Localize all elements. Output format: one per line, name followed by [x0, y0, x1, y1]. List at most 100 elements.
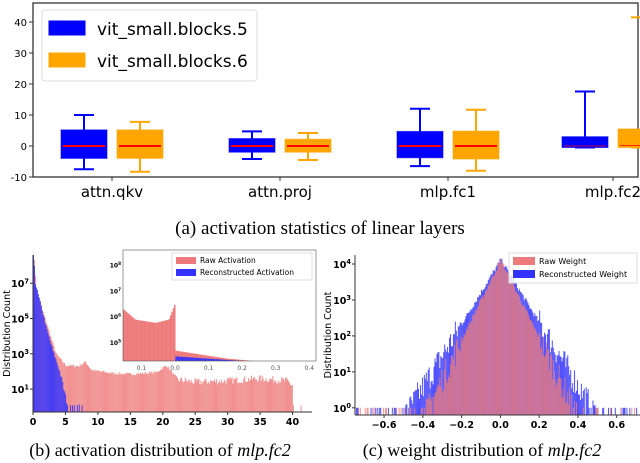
bar-raw: [229, 377, 231, 412]
bar-raw: [427, 399, 429, 415]
inset-bar-reconstructed: [200, 358, 203, 361]
bar-raw: [108, 373, 110, 412]
bar-raw: [117, 374, 119, 412]
inset-bar-raw: [125, 311, 128, 361]
bar-raw: [531, 321, 533, 415]
inset-bar-raw: [163, 320, 165, 361]
inset-bar-raw: [124, 310, 126, 361]
inset-bar-reconstructed: [182, 356, 184, 361]
inset-bar-raw: [186, 352, 188, 361]
bar-raw: [543, 336, 545, 415]
inset-bar-raw: [123, 309, 125, 361]
inset-bar-raw: [183, 351, 185, 361]
bar-raw: [159, 370, 161, 412]
inset-bar-reconstructed: [199, 358, 202, 361]
inset-bar-reconstructed: [221, 359, 223, 361]
bar-raw: [164, 365, 166, 412]
bar-raw: [291, 385, 293, 412]
bar-raw: [533, 327, 535, 415]
bar-reconstructed: [39, 301, 41, 412]
bar-raw: [262, 378, 264, 412]
bar-reconstructed: [59, 371, 61, 412]
box-iqr: [396, 130, 444, 159]
inset-bar-reconstructed: [176, 356, 179, 361]
bar-raw: [576, 402, 578, 415]
inset-frame: [122, 249, 317, 362]
bar-raw: [292, 405, 294, 412]
bar-reconstructed: [440, 356, 442, 415]
y-tick-label: 0: [21, 142, 27, 153]
box-vit_small.blocks.6-attn.proj: [284, 131, 332, 161]
bar-raw: [226, 378, 228, 412]
bar-raw: [507, 272, 509, 415]
bar-raw: [184, 377, 186, 412]
inset-bar-raw: [182, 351, 184, 361]
bar-raw: [244, 376, 246, 412]
bar-reconstructed: [55, 358, 57, 412]
bar-raw: [490, 279, 492, 415]
bar-raw: [66, 366, 68, 412]
bar-reconstructed: [71, 405, 73, 412]
bar-raw: [122, 373, 124, 412]
bar-reconstructed: [590, 407, 592, 415]
panel-a-boxplot: -10 0 10 20 30 40 attn.qkv attn.proj mlp.fc1 mlp.…: [11, 2, 640, 201]
bar-raw: [540, 349, 542, 415]
bar-raw: [458, 349, 460, 415]
bar-reconstructed: [447, 346, 449, 415]
inset-bar-raw: [206, 355, 208, 361]
bar-raw: [609, 407, 611, 415]
inset-bar-raw: [133, 318, 136, 361]
inset-bar-raw: [210, 356, 212, 361]
bar-raw: [596, 407, 598, 415]
bar-raw: [265, 378, 267, 412]
inset-bar-raw: [129, 315, 132, 361]
bar-raw: [504, 269, 506, 415]
bar-raw: [423, 407, 425, 415]
bar-raw: [545, 354, 546, 415]
bar-reconstructed: [570, 370, 572, 415]
inset-bar-raw: [143, 320, 145, 361]
bar-raw: [109, 373, 111, 412]
bar-raw: [183, 381, 185, 412]
inset-bar-raw: [195, 353, 198, 361]
legend: vit_small.blocks.5 vit_small.blocks.6: [41, 9, 258, 82]
y-axis-label: Distribution Count: [323, 291, 334, 378]
inset-bar-raw: [178, 351, 180, 361]
bar-raw: [450, 364, 451, 415]
bar-raw: [127, 372, 129, 412]
bar-reconstructed: [432, 384, 434, 415]
bar-raw: [474, 314, 476, 415]
inset-bar-raw: [175, 350, 177, 361]
inset-bar-raw: [235, 359, 238, 361]
bar-raw: [444, 369, 446, 415]
bar-raw: [157, 371, 159, 412]
bar-raw: [483, 294, 485, 415]
bar-reconstructed: [410, 396, 412, 415]
bar-raw: [555, 386, 557, 415]
bar-reconstructed: [421, 377, 423, 415]
bar-raw: [498, 262, 500, 415]
x-tick-label: mlp.fc2: [585, 183, 640, 201]
bar-raw: [494, 273, 496, 415]
bar-raw: [189, 382, 191, 412]
bar-raw: [87, 365, 89, 412]
bar-raw: [634, 407, 636, 415]
bar-raw: [89, 367, 91, 412]
bar-raw: [160, 369, 162, 412]
bar-reconstructed: [561, 361, 563, 415]
bar-raw: [123, 373, 125, 412]
bar-raw: [120, 373, 122, 412]
bar-raw: [499, 261, 501, 415]
bar-reconstructed: [578, 394, 580, 415]
bar-raw: [140, 372, 142, 412]
bar-reconstructed: [78, 404, 80, 412]
bar-reconstructed: [443, 352, 445, 415]
inset-bar-reconstructed: [233, 360, 235, 361]
bar-reconstructed: [37, 294, 39, 412]
bar-raw: [86, 364, 88, 412]
bar-raw: [260, 380, 262, 412]
bar-raw: [469, 324, 471, 415]
bar-reconstructed: [580, 383, 582, 415]
inset-bar-raw: [229, 358, 231, 361]
bar-raw: [121, 374, 123, 412]
